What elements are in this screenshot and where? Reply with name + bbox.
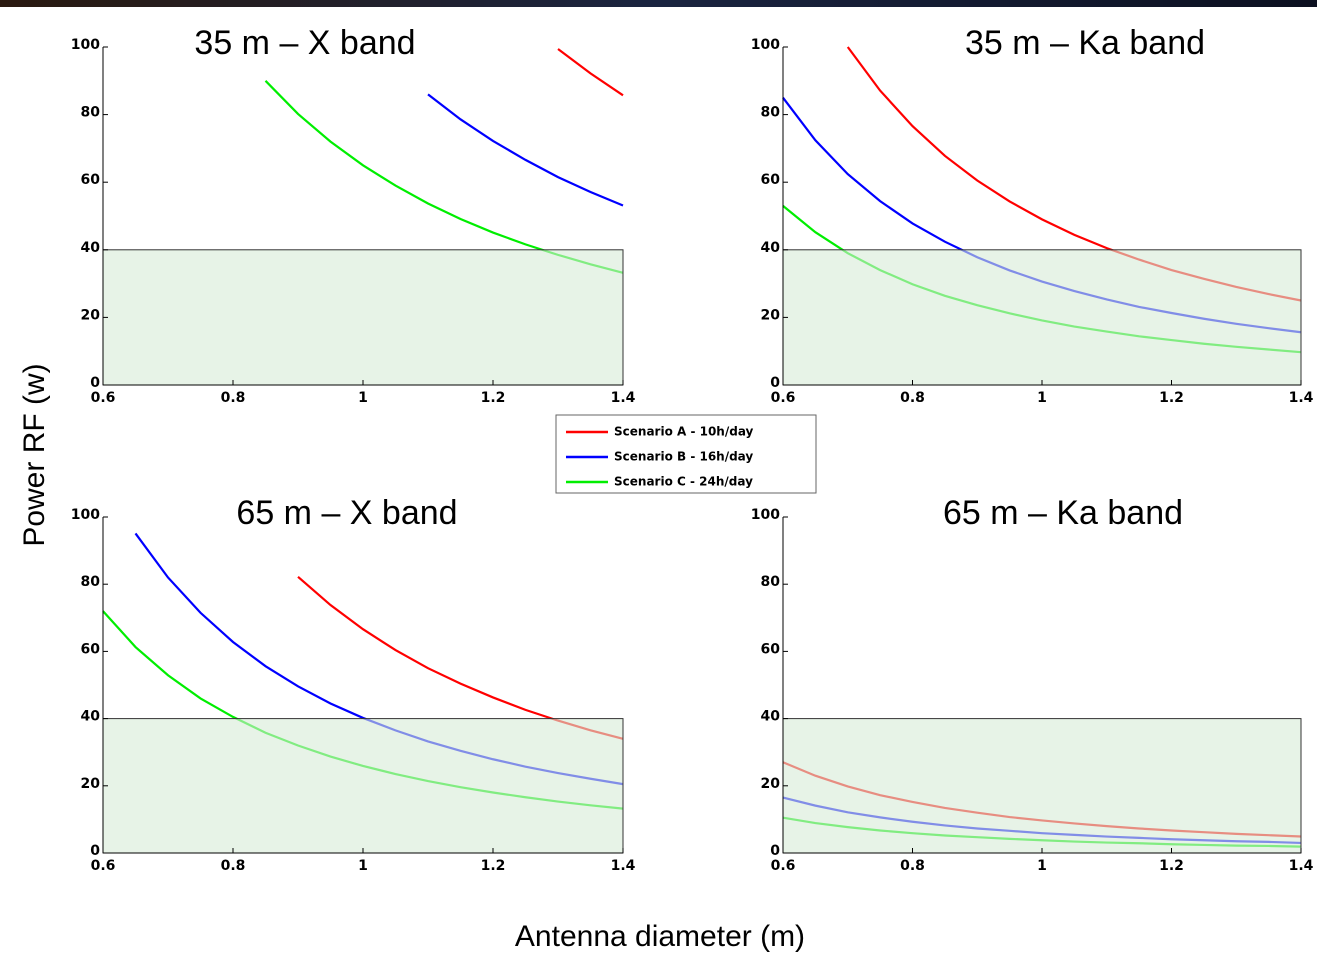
threshold-region	[782, 249, 1302, 386]
x-tick-label: 1.4	[611, 390, 636, 406]
x-tick-label: 1.2	[481, 390, 506, 406]
y-tick-label: 20	[761, 776, 781, 792]
legend-label: Scenario C - 24h/day	[614, 475, 753, 489]
x-tick-label: 0.8	[900, 390, 925, 406]
legend-label: Scenario B - 16h/day	[614, 450, 753, 464]
background-strip	[0, 0, 1317, 7]
y-tick-label: 60	[761, 172, 781, 188]
legend: Scenario A - 10h/day Scenario B - 16h/day…	[555, 414, 817, 494]
x-tick-label: 1.2	[481, 858, 506, 874]
x-tick-label: 0.6	[771, 858, 796, 874]
x-axis-label: Antenna diameter (m)	[515, 920, 805, 953]
y-axis-label: Power RF (w)	[18, 363, 51, 546]
y-tick-label: 20	[81, 776, 101, 792]
x-tick-label: 0.8	[221, 858, 246, 874]
y-tick-label: 60	[81, 172, 101, 188]
chart-title: 65 m – X band	[236, 494, 457, 532]
series-line	[264, 80, 624, 274]
y-tick-label: 60	[81, 641, 101, 657]
x-tick-label: 0.6	[91, 858, 116, 874]
threshold-region	[782, 718, 1302, 854]
y-tick-label: 40	[761, 709, 781, 725]
x-tick-label: 0.6	[91, 390, 116, 406]
chart-title: 35 m – X band	[194, 24, 415, 62]
threshold-region	[102, 718, 624, 854]
x-tick-label: 1.4	[1289, 390, 1314, 406]
x-tick-label: 1	[1037, 390, 1047, 406]
x-tick-label: 0.8	[221, 390, 246, 406]
x-tick-label: 1.2	[1159, 858, 1184, 874]
x-tick-label: 0.6	[771, 390, 796, 406]
x-tick-label: 0.8	[900, 858, 925, 874]
y-tick-label: 60	[761, 641, 781, 657]
y-tick-label: 100	[751, 37, 780, 53]
series-line	[427, 93, 624, 207]
x-tick-label: 1.4	[1289, 858, 1314, 874]
series-line	[557, 48, 624, 97]
legend-box	[555, 414, 817, 494]
x-tick-label: 1.2	[1159, 390, 1184, 406]
legend-label: Scenario A - 10h/day	[614, 425, 754, 439]
y-tick-label: 80	[81, 574, 101, 590]
y-tick-label: 0	[770, 375, 780, 391]
x-tick-label: 1	[1037, 858, 1047, 874]
y-tick-label: 80	[761, 105, 781, 121]
threshold-region	[102, 249, 624, 386]
y-tick-label: 100	[71, 37, 100, 53]
x-tick-label: 1	[358, 390, 368, 406]
y-tick-label: 100	[751, 507, 780, 523]
chart-title: 35 m – Ka band	[965, 24, 1205, 62]
y-tick-label: 80	[81, 105, 101, 121]
y-tick-label: 20	[81, 307, 101, 323]
y-tick-label: 100	[71, 507, 100, 523]
x-tick-label: 1.4	[611, 858, 636, 874]
y-tick-label: 40	[761, 240, 781, 256]
x-tick-label: 1	[358, 858, 368, 874]
y-tick-label: 40	[81, 709, 101, 725]
series-line	[297, 575, 624, 740]
y-tick-label: 0	[90, 375, 100, 391]
y-tick-label: 80	[761, 574, 781, 590]
y-tick-label: 40	[81, 240, 101, 256]
y-tick-label: 0	[90, 843, 100, 859]
y-tick-label: 0	[770, 843, 780, 859]
chart-title: 65 m – Ka band	[943, 494, 1183, 532]
y-tick-label: 20	[761, 307, 781, 323]
